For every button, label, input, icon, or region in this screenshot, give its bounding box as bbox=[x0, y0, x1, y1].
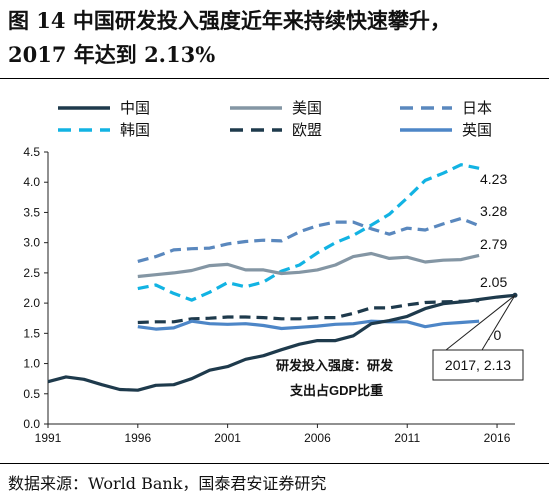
end-value-label: 2.79 bbox=[480, 236, 507, 252]
y-tick-label: 1.0 bbox=[23, 357, 40, 371]
figure-title: 图 14 中国研发投入强度近年来持续快速攀升， 2017 年达到 2.13% bbox=[8, 4, 544, 72]
end-value-label: 4.23 bbox=[480, 171, 507, 187]
legend-label: 中国 bbox=[120, 100, 150, 117]
legend-label: 英国 bbox=[462, 121, 492, 139]
series-line-3 bbox=[137, 163, 480, 302]
line-chart: 0.0 0.5 1.0 1.5 2.0 2.5 3.0 3.5 4.0 4.5 1991 1996 20… bbox=[23, 100, 524, 445]
callout-label: 2017, 2.13 bbox=[445, 357, 511, 373]
figure-title-line-2: 2017 年达到 2.13% bbox=[8, 42, 216, 67]
y-tick-label: 2.5 bbox=[23, 266, 40, 280]
series-line-2 bbox=[137, 216, 480, 263]
y-tick-label: 4.5 bbox=[23, 145, 40, 159]
legend-label: 美国 bbox=[292, 100, 322, 117]
y-tick-label: 3.0 bbox=[23, 236, 40, 250]
series-line-5 bbox=[137, 319, 480, 331]
source-divider bbox=[0, 463, 549, 464]
series-line-4 bbox=[137, 299, 480, 325]
title-divider bbox=[0, 78, 549, 79]
callout-box bbox=[432, 349, 524, 381]
legend-label: 韩国 bbox=[120, 122, 150, 139]
x-tick-label: 1991 bbox=[35, 431, 62, 445]
x-tick-label: 2001 bbox=[214, 431, 241, 445]
y-tick-label: 2.0 bbox=[23, 296, 40, 310]
y-tick-label: 4.0 bbox=[23, 175, 40, 189]
figure-title-line-1: 图 14 中国研发投入强度近年来持续快速攀升， bbox=[8, 8, 451, 33]
end-value-label: 2.05 bbox=[480, 274, 507, 290]
series-line-1 bbox=[137, 251, 480, 279]
end-value-label: 3.28 bbox=[480, 203, 507, 219]
y-tick-label: 3.5 bbox=[23, 205, 40, 219]
series-line-0 bbox=[47, 293, 516, 392]
y-tick-label: 0.0 bbox=[23, 417, 40, 431]
source-note: 数据来源：World Bank，国泰君安证券研究 bbox=[8, 474, 327, 493]
annotation-definition-line-2: 支出占GDP比重 bbox=[289, 383, 383, 398]
x-tick-label: 1996 bbox=[124, 431, 151, 445]
y-tick-label: 0.5 bbox=[23, 387, 40, 401]
legend-label: 欧盟 bbox=[292, 122, 322, 139]
x-tick-label: 2006 bbox=[304, 431, 331, 445]
annotation-definition-line-1: 研发投入强度：研发 bbox=[276, 358, 394, 373]
x-tick-label: 2011 bbox=[394, 431, 420, 445]
y-tick-label: 1.5 bbox=[23, 326, 40, 340]
legend-label: 日本 bbox=[462, 100, 492, 117]
x-tick-label: 2016 bbox=[484, 431, 511, 445]
